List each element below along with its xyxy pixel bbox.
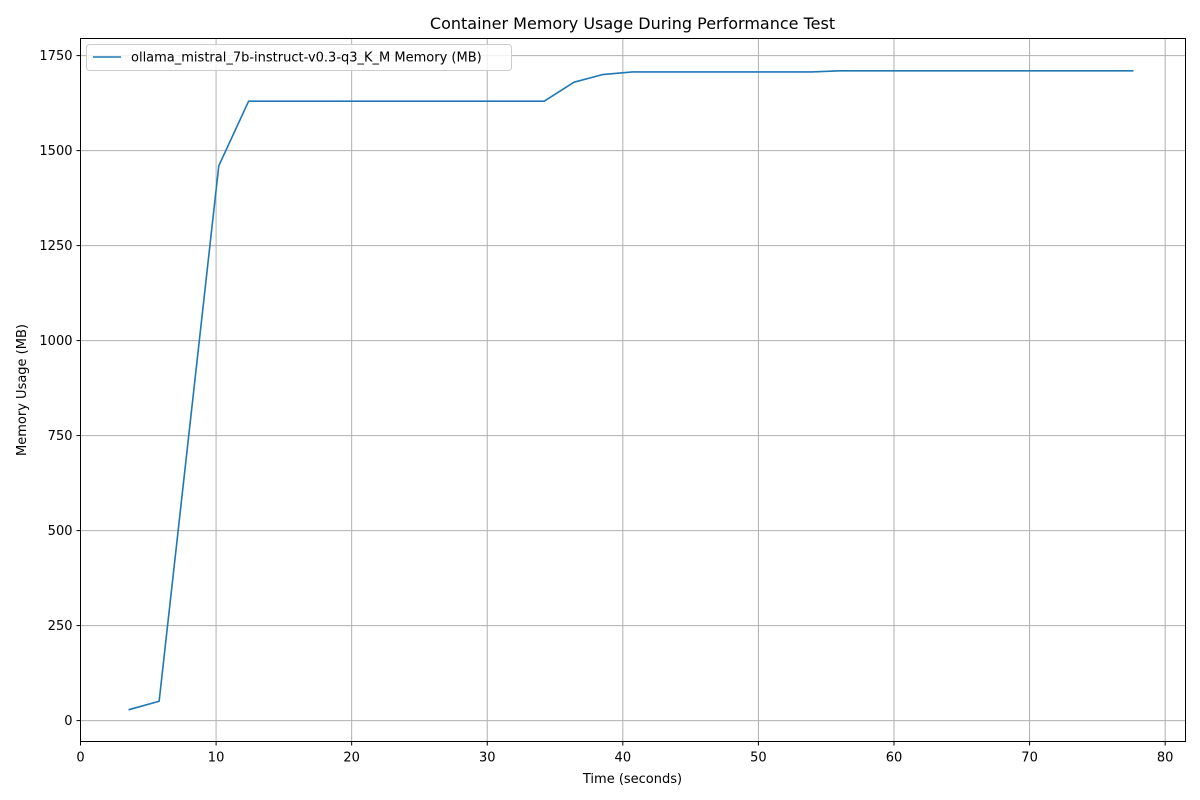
y-axis-label: Memory Usage (MB) <box>15 324 30 456</box>
x-axis-label: Time (seconds) <box>582 772 682 787</box>
x-tick-label: 30 <box>479 751 496 766</box>
x-tick-label: 10 <box>208 751 225 766</box>
plot-frame <box>80 38 1186 742</box>
x-tick-label: 80 <box>1157 751 1174 766</box>
y-tick-label: 1500 <box>39 144 72 159</box>
legend: ollama_mistral_7b-instruct-v0.3-q3_K_M M… <box>86 44 512 71</box>
y-tick-label: 250 <box>48 619 73 634</box>
x-tick-label: 70 <box>1021 751 1038 766</box>
x-tick-label: 20 <box>343 751 360 766</box>
grid <box>80 38 1186 742</box>
y-tick-label: 750 <box>48 429 73 444</box>
series-line-memory <box>128 70 1134 711</box>
legend-box <box>86 44 512 71</box>
y-tick-label: 0 <box>64 714 72 729</box>
y-tick-label: 1000 <box>39 334 72 349</box>
x-tick-label: 60 <box>886 751 903 766</box>
y-axis-ticks: 0 250 500 750 1000 1250 1500 1750 <box>39 49 81 729</box>
chart-title: Container Memory Usage During Performanc… <box>430 14 835 33</box>
x-tick-label: 50 <box>750 751 767 766</box>
legend-label: ollama_mistral_7b-instruct-v0.3-q3_K_M M… <box>131 51 482 66</box>
x-tick-label: 40 <box>615 751 632 766</box>
x-axis-ticks: 0 10 20 30 40 50 60 70 80 <box>76 741 1174 766</box>
x-tick-label: 0 <box>76 751 84 766</box>
y-tick-label: 1750 <box>39 49 72 64</box>
series-layer <box>128 70 1134 711</box>
y-tick-label: 1250 <box>39 239 72 254</box>
y-tick-label: 500 <box>48 524 73 539</box>
